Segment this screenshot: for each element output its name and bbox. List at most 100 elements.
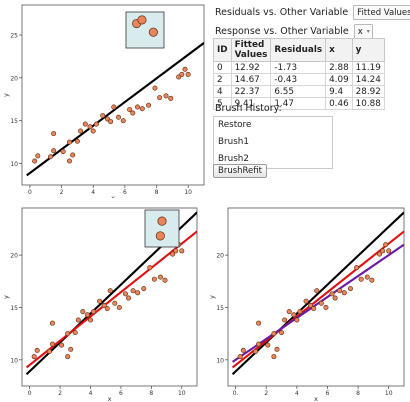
- table-cell: 4.09: [325, 73, 353, 86]
- brush-item-restore[interactable]: Restore: [218, 120, 252, 130]
- y-tick-label: 20: [10, 75, 18, 82]
- data-point: [151, 276, 157, 282]
- data-point: [318, 300, 324, 306]
- fit-line-0: [26, 42, 204, 177]
- data-point: [168, 95, 174, 101]
- fit-line-1: [231, 230, 404, 369]
- brush-item-brush1[interactable]: Brush1: [218, 137, 249, 147]
- data-point: [107, 288, 113, 294]
- data-point: [279, 330, 285, 336]
- residuals-select-value: Fitted Values: [357, 7, 410, 18]
- table-row[interactable]: 5 9.41 1.47 0.46 10.88: [213, 97, 385, 110]
- data-point: [170, 251, 176, 257]
- data-point: [347, 286, 353, 292]
- x-tick-label: 0: [28, 390, 32, 397]
- table-cell: 11.19: [351, 61, 385, 74]
- brush-item-brush2[interactable]: Brush2: [218, 154, 249, 164]
- y-tick-label: 10: [10, 357, 18, 364]
- data-point: [380, 248, 386, 254]
- data-point: [135, 290, 141, 296]
- data-point: [93, 121, 99, 127]
- data-point: [72, 330, 78, 336]
- response-select[interactable]: x ▾: [353, 24, 373, 39]
- data-point: [286, 309, 292, 315]
- data-point: [162, 277, 168, 283]
- col-header-id[interactable]: ID: [213, 38, 232, 62]
- data-point: [75, 317, 81, 323]
- x-tick-label: 0: [28, 189, 32, 196]
- data-point: [297, 309, 303, 315]
- x-tick-label: 10: [178, 390, 186, 397]
- table-cell: -1.73: [270, 61, 327, 74]
- data-point: [358, 276, 364, 282]
- data-point: [332, 295, 338, 301]
- x-tick-label: 2: [264, 390, 268, 397]
- brush-history-list[interactable]: Restore Brush1 Brush2: [213, 116, 333, 169]
- plot-bottom-right-svg[interactable]: 10 15 20 0. 2 4 6 8 10 x y: [208, 205, 408, 402]
- data-point: [126, 295, 132, 301]
- plot-bottom-left-svg[interactable]: 10 15 20 0 2 4 6 8 10 x y: [2, 205, 200, 402]
- data-point: [47, 154, 53, 160]
- data-point: [108, 119, 114, 125]
- table-header-row: ID Fitted Values Residuals x y: [213, 38, 385, 62]
- data-point: [49, 320, 55, 326]
- x-tick-label: 8: [149, 390, 153, 397]
- data-point: [308, 302, 314, 308]
- data-point: [34, 347, 40, 353]
- table-cell: -0.43: [270, 73, 327, 86]
- residuals-select[interactable]: Fitted Values ▾: [353, 5, 410, 20]
- x-tick-label: 2: [60, 189, 64, 196]
- y-tick-label: 20: [10, 253, 18, 260]
- x-tick-label: 0.: [233, 390, 239, 397]
- data-point: [364, 274, 370, 280]
- table-cell: 2.88: [325, 61, 353, 74]
- table-row[interactable]: 0 12.92 -1.73 2.88 11.19: [213, 61, 385, 74]
- data-point: [87, 124, 93, 130]
- data-point: [122, 291, 128, 297]
- data-point: [237, 354, 243, 360]
- x-axis-label: x: [111, 194, 115, 198]
- scatter-plot-bottom-right[interactable]: 10 15 20 0. 2 4 6 8 10 x y: [208, 205, 408, 402]
- data-point: [35, 153, 41, 159]
- brush-region: [144, 209, 180, 248]
- x-tick-label: 8: [356, 390, 360, 397]
- data-point: [87, 317, 93, 323]
- data-point: [383, 242, 389, 248]
- data-point: [68, 346, 74, 352]
- data-point: [135, 104, 141, 110]
- data-point: [185, 71, 191, 77]
- residuals-label: Residuals vs. Other Variable: [215, 7, 349, 18]
- brushed-point: [157, 216, 167, 226]
- col-header-residuals[interactable]: Residuals: [270, 38, 327, 62]
- brush-refit-button[interactable]: BrushRefit: [213, 164, 267, 178]
- col-header-fitted[interactable]: Fitted Values: [230, 38, 272, 62]
- table-cell: 2: [213, 73, 232, 86]
- table-row[interactable]: 2 14.67 -0.43 4.09 14.24: [213, 73, 385, 86]
- x-tick-label: 6: [119, 390, 123, 397]
- table-cell: 22.37: [230, 85, 272, 98]
- col-header-x[interactable]: x: [325, 38, 353, 62]
- data-point: [179, 248, 185, 254]
- response-row: Response vs. Other Variable x ▾: [215, 24, 373, 39]
- x-tick-label: 8: [155, 189, 159, 196]
- data-point: [66, 158, 72, 164]
- scatter-plot-top[interactable]: 10 15 20 25 0 2 4 6 8 10 x y: [2, 2, 207, 198]
- table-cell: 10.88: [351, 97, 385, 110]
- col-header-y[interactable]: y: [351, 38, 385, 62]
- data-point: [377, 251, 383, 257]
- data-point: [314, 288, 320, 294]
- x-tick-label: 2: [58, 390, 62, 397]
- data-point: [65, 354, 71, 360]
- brush-history-text: Brush History:: [215, 103, 282, 114]
- x-tick-label: 4: [89, 390, 93, 397]
- residuals-row: Residuals vs. Other Variable Fitted Valu…: [215, 5, 410, 20]
- table-row[interactable]: 4 22.37 6.55 9.4 28.92: [213, 85, 385, 98]
- brushed-point: [155, 231, 165, 241]
- brushed-point: [148, 27, 158, 37]
- data-point: [282, 317, 288, 323]
- scatter-plot-bottom-left[interactable]: 10 15 20 0 2 4 6 8 10 x y: [2, 205, 200, 402]
- table-cell: 9.4: [325, 85, 353, 98]
- data-point: [271, 354, 277, 360]
- data-point: [97, 298, 103, 304]
- plot-top-svg[interactable]: 10 15 20 25 0 2 4 6 8 10 x y: [2, 2, 207, 198]
